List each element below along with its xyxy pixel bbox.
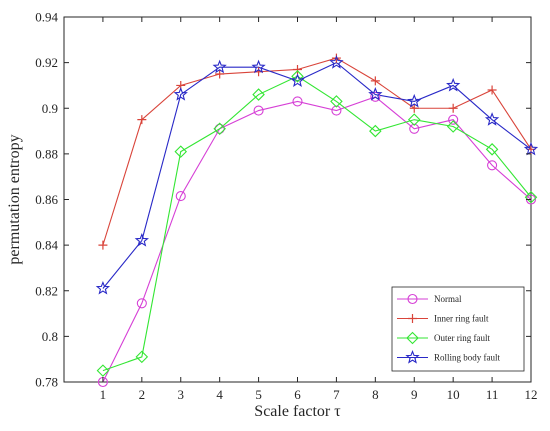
- x-axis-title: Scale factor τ: [254, 403, 341, 420]
- series-markers: [95, 53, 539, 388]
- x-tick-label: 6: [294, 387, 301, 402]
- data-point-3-8: [407, 93, 422, 108]
- legend-label-0: Normal: [434, 294, 462, 304]
- legend-label-1: Inner ring fault: [434, 314, 489, 324]
- data-point-2-10: [485, 143, 499, 156]
- series-line-1: [102, 57, 532, 246]
- x-tick-label: 10: [447, 387, 460, 402]
- y-tick-label: 0.8: [42, 329, 58, 344]
- x-tick-label: 11: [486, 387, 499, 402]
- x-tick-label: 1: [100, 387, 107, 402]
- data-point-0-7: [370, 91, 381, 102]
- legend: Normal Inner ring fault Outer ring fault Ro…: [391, 286, 525, 372]
- data-point-1-1: [137, 115, 147, 125]
- data-point-0-8: [409, 123, 420, 134]
- y-tick-label: 0.86: [35, 192, 58, 207]
- x-tick-label: 8: [372, 387, 379, 402]
- data-point-1-7: [370, 76, 380, 86]
- series-line-0: [102, 96, 532, 383]
- legend-label-2: Outer ring fault: [434, 333, 490, 343]
- data-point-1-9: [448, 103, 458, 113]
- data-point-2-1: [135, 350, 149, 364]
- data-point-3-0: [95, 280, 111, 295]
- x-tick-label: 2: [139, 387, 146, 402]
- data-point-3-10: [484, 112, 500, 126]
- series-lines: [102, 57, 532, 383]
- y-tick-label: 0.9: [42, 101, 58, 116]
- y-tick-label: 0.94: [35, 10, 58, 25]
- data-point-2-0: [96, 364, 110, 377]
- data-point-3-2: [173, 87, 188, 101]
- data-point-3-1: [134, 233, 149, 247]
- data-point-0-3: [214, 123, 225, 134]
- x-tick-label: 5: [255, 387, 262, 402]
- data-point-2-2: [174, 145, 188, 158]
- data-point-3-3: [212, 59, 227, 74]
- x-tick-label: 7: [333, 387, 340, 402]
- data-point-3-9: [446, 77, 461, 92]
- legend-label-3: Rolling body fault: [434, 353, 500, 363]
- legend-marker-3: [405, 349, 420, 364]
- data-point-3-5: [290, 73, 305, 87]
- data-point-0-9: [448, 114, 459, 125]
- y-tick-label: 0.92: [35, 55, 58, 70]
- data-point-2-7: [369, 124, 382, 138]
- y-tick-label: 0.84: [35, 238, 58, 253]
- legend-marker-2: [406, 331, 419, 345]
- data-point-2-5: [291, 70, 304, 83]
- x-tick-label: 4: [216, 387, 223, 402]
- legend-marker-0: [407, 293, 418, 305]
- series-line-2: [102, 75, 532, 372]
- x-tick-label: 12: [525, 387, 538, 402]
- data-point-1-10: [487, 85, 497, 95]
- legend-marker-1: [408, 314, 417, 323]
- data-point-1-0: [98, 240, 108, 250]
- data-point-1-8: [409, 103, 419, 113]
- data-point-0-10: [487, 160, 498, 171]
- data-point-3-6: [329, 55, 344, 69]
- y-axis-title: permutation entropy: [6, 134, 23, 264]
- data-point-2-8: [407, 113, 421, 126]
- data-point-2-11: [524, 190, 538, 204]
- y-tick-label: 0.88: [35, 146, 58, 161]
- data-point-2-6: [330, 95, 343, 108]
- x-tick-label: 9: [411, 387, 418, 402]
- series-line-3: [102, 61, 532, 289]
- data-point-2-9: [446, 120, 460, 133]
- data-point-2-3: [213, 122, 226, 136]
- data-point-3-11: [523, 141, 539, 156]
- data-point-0-1: [136, 298, 147, 309]
- data-point-0-6: [331, 105, 342, 116]
- x-tick-label: 3: [178, 387, 185, 402]
- data-point-0-5: [292, 96, 303, 107]
- y-tick-label: 0.82: [35, 283, 58, 298]
- data-point-1-3: [215, 69, 225, 79]
- y-tick-label: 0.78: [35, 375, 58, 390]
- data-point-0-2: [175, 191, 186, 202]
- data-point-0-4: [253, 105, 264, 116]
- axes: 1 2 3 4 5 6 7 8 9 10 11 120.780.80.820.840.860.880.…: [35, 10, 537, 403]
- data-point-3-7: [368, 87, 383, 101]
- data-point-3-4: [251, 59, 266, 74]
- data-point-2-4: [252, 88, 265, 101]
- legend-box: [391, 286, 525, 372]
- data-point-1-5: [293, 64, 302, 74]
